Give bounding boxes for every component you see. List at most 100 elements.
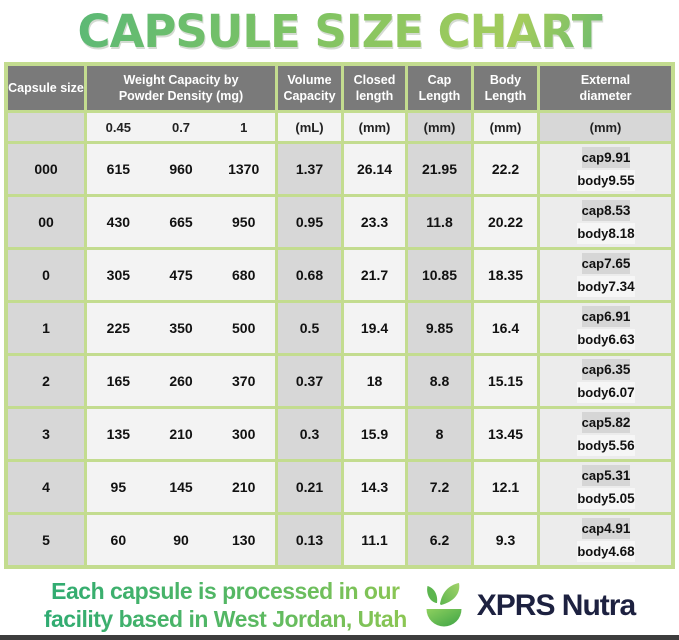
external-body-row: body 6.07 [577, 382, 635, 403]
cell-body-length: 22.2 [474, 144, 537, 194]
cap-diameter-value: 9.91 [604, 150, 631, 165]
cell-capsule-size: 00 [8, 197, 84, 247]
cell-closed-length: 14.3 [344, 462, 405, 512]
cell-cap-length: 8.8 [408, 356, 471, 406]
footer-note: Each capsule is processed in our facilit… [44, 578, 407, 633]
cap-label: cap [581, 203, 605, 218]
subheader-body-unit: (mm) [474, 113, 537, 141]
cell-capsule-size: 2 [8, 356, 84, 406]
density-07: 0.7 [171, 119, 191, 135]
external-body-row: body 5.05 [577, 488, 635, 509]
cell-cap-length: 6.2 [408, 515, 471, 565]
cell-cap-length: 7.2 [408, 462, 471, 512]
cap-diameter-value: 5.82 [604, 415, 631, 430]
header-external-diameter: External diameter [540, 66, 671, 110]
cell-weight-capacity: 225 350 500 [87, 303, 275, 353]
cell-body-length: 12.1 [474, 462, 537, 512]
cell-external-diameter: cap 7.65 body 7.34 [540, 250, 671, 300]
density-045: 0.45 [105, 119, 131, 135]
external-body-row: body 6.63 [577, 329, 635, 350]
bottom-strip [0, 635, 679, 640]
leaf-bowl-icon [426, 583, 462, 627]
weight-value-1: 130 [232, 532, 256, 548]
cap-label: cap [581, 309, 605, 324]
cell-volume-capacity: 0.21 [278, 462, 341, 512]
cell-external-diameter: cap 5.31 body 5.05 [540, 462, 671, 512]
cell-cap-length: 11.8 [408, 197, 471, 247]
body-diameter-value: 6.07 [608, 385, 635, 400]
body-label: body [577, 544, 609, 559]
cell-volume-capacity: 0.95 [278, 197, 341, 247]
body-diameter-value: 9.55 [608, 173, 635, 188]
cap-diameter-value: 6.91 [604, 309, 631, 324]
cell-external-diameter: cap 4.91 body 4.68 [540, 515, 671, 565]
cell-volume-capacity: 0.13 [278, 515, 341, 565]
subheader-external-unit: (mm) [540, 113, 671, 141]
body-label: body [577, 226, 609, 241]
external-body-row: body 7.34 [577, 276, 635, 297]
weight-value-07: 350 [169, 320, 193, 336]
cell-capsule-size: 1 [8, 303, 84, 353]
body-label: body [577, 173, 609, 188]
weight-value-045: 95 [110, 479, 127, 495]
cell-closed-length: 11.1 [344, 515, 405, 565]
external-body-row: body 8.18 [577, 223, 635, 244]
cell-body-length: 15.15 [474, 356, 537, 406]
external-cap-row: cap 6.91 [581, 306, 631, 327]
subheader-closed-unit: (mm) [344, 113, 405, 141]
weight-value-045: 615 [106, 161, 131, 177]
weight-value-07: 145 [169, 479, 193, 495]
header-capsule-size: Capsule size [8, 66, 84, 110]
cap-label: cap [581, 362, 605, 377]
header-cap-length: Cap Length [408, 66, 471, 110]
cell-closed-length: 23.3 [344, 197, 405, 247]
cell-volume-capacity: 0.3 [278, 409, 341, 459]
external-cap-row: cap 8.53 [581, 200, 631, 221]
cell-cap-length: 9.85 [408, 303, 471, 353]
header-volume-capacity: Volume Capacity [278, 66, 341, 110]
weight-value-1: 1370 [228, 161, 260, 177]
cell-capsule-size: 3 [8, 409, 84, 459]
body-diameter-value: 5.56 [608, 438, 635, 453]
cell-weight-capacity: 615 960 1370 [87, 144, 275, 194]
page-title: CAPSULE SIZE CHART [0, 0, 679, 62]
cell-body-length: 9.3 [474, 515, 537, 565]
body-label: body [577, 491, 609, 506]
weight-value-045: 305 [106, 267, 131, 283]
cell-external-diameter: cap 8.53 body 8.18 [540, 197, 671, 247]
cell-weight-capacity: 430 665 950 [87, 197, 275, 247]
cap-label: cap [581, 468, 605, 483]
weight-value-045: 135 [106, 426, 131, 442]
density-1: 1 [240, 119, 248, 135]
body-diameter-value: 4.68 [608, 544, 635, 559]
body-diameter-value: 8.18 [608, 226, 635, 241]
cell-weight-capacity: 135 210 300 [87, 409, 275, 459]
header-weight-capacity: Weight Capacity by Powder Density (mg) [87, 66, 275, 110]
external-body-row: body 9.55 [577, 170, 635, 191]
subheader-densities: 0.45 0.7 1 [87, 113, 275, 141]
external-cap-row: cap 7.65 [581, 253, 631, 274]
weight-value-1: 680 [232, 267, 256, 283]
xprs-nutra-logo: XPRS Nutra [419, 581, 636, 631]
body-diameter-value: 7.34 [608, 279, 635, 294]
cell-closed-length: 19.4 [344, 303, 405, 353]
external-cap-row: cap 4.91 [581, 518, 631, 539]
cap-diameter-value: 8.53 [604, 203, 631, 218]
brand-name: XPRS Nutra [476, 589, 636, 622]
footer: Each capsule is processed in our facilit… [0, 569, 679, 639]
cell-external-diameter: cap 9.91 body 9.55 [540, 144, 671, 194]
subheader-capsule-size [8, 113, 84, 141]
cell-body-length: 13.45 [474, 409, 537, 459]
cell-capsule-size: 5 [8, 515, 84, 565]
weight-value-045: 225 [106, 320, 131, 336]
cell-cap-length: 10.85 [408, 250, 471, 300]
body-label: body [577, 385, 609, 400]
body-diameter-value: 6.63 [608, 332, 635, 347]
cell-weight-capacity: 165 260 370 [87, 356, 275, 406]
cell-cap-length: 21.95 [408, 144, 471, 194]
weight-value-045: 165 [106, 373, 131, 389]
cell-external-diameter: cap 6.91 body 6.63 [540, 303, 671, 353]
weight-value-045: 430 [106, 214, 131, 230]
body-label: body [577, 332, 609, 347]
weight-value-07: 960 [169, 161, 193, 177]
